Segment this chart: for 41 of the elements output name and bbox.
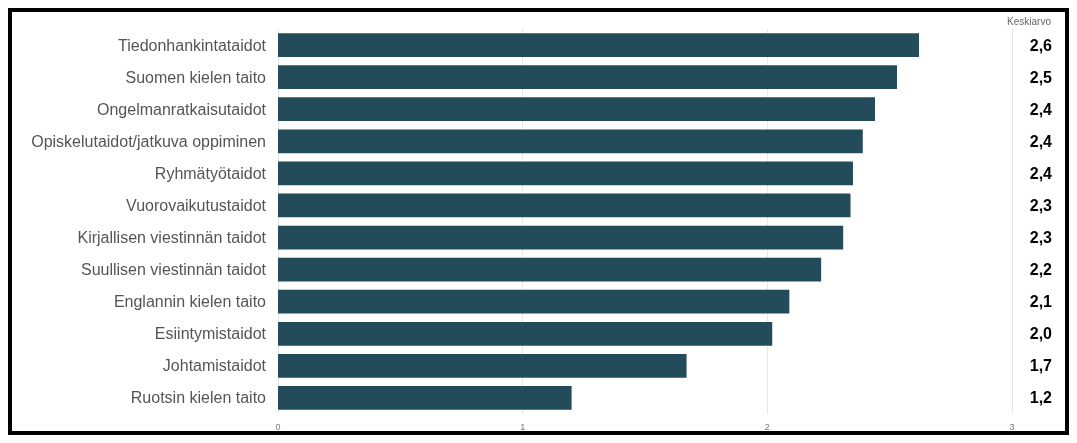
y-tick-label: Suullisen viestinnän taidot bbox=[80, 261, 267, 279]
bar bbox=[278, 161, 853, 186]
data-label: 2,6 bbox=[1029, 36, 1053, 54]
y-tick-label: Opiskelutaidot/jatkuva oppiminen bbox=[31, 132, 266, 150]
bar bbox=[278, 97, 875, 122]
y-tick-label: Tiedonhankintataidot bbox=[118, 36, 267, 54]
y-tick-label: Englannin kielen taito bbox=[113, 293, 267, 311]
data-label: 2,2 bbox=[1029, 261, 1053, 279]
data-label: 2,0 bbox=[1029, 325, 1053, 343]
x-tick-label: 1 bbox=[520, 421, 526, 432]
y-tick-label: Ongelmanratkaisutaidot bbox=[97, 100, 267, 118]
x-tick-label: 3 bbox=[1009, 421, 1015, 432]
bar bbox=[278, 225, 844, 250]
bar bbox=[278, 129, 863, 154]
y-tick-label: Esiintymistaidot bbox=[154, 325, 267, 343]
y-tick-label: Kirjallisen viestinnän taidot bbox=[77, 229, 267, 247]
data-label: 2,4 bbox=[1029, 164, 1053, 182]
bar bbox=[278, 354, 687, 378]
x-tick-label: 2 bbox=[764, 421, 770, 432]
data-label: 1,2 bbox=[1029, 389, 1053, 407]
y-tick-label: Suomen kielen taito bbox=[125, 68, 267, 86]
bar bbox=[278, 321, 773, 346]
data-label: 2,4 bbox=[1029, 132, 1053, 150]
bar bbox=[278, 257, 822, 282]
data-label: 2,3 bbox=[1029, 196, 1053, 214]
y-tick-label: Ruotsin kielen taito bbox=[130, 389, 267, 407]
bar bbox=[278, 386, 572, 410]
bar bbox=[278, 289, 790, 314]
bar bbox=[278, 65, 898, 89]
data-label: 1,7 bbox=[1029, 357, 1053, 375]
y-tick-label: Vuorovaikutustaidot bbox=[126, 196, 267, 214]
bar bbox=[278, 193, 851, 218]
bar bbox=[278, 33, 920, 57]
y-tick-label: Johtamistaidot bbox=[162, 357, 267, 375]
data-label: 2,3 bbox=[1029, 229, 1053, 247]
x-tick-label: 0 bbox=[275, 421, 281, 432]
data-label: 2,1 bbox=[1029, 293, 1053, 311]
data-label: 2,4 bbox=[1029, 100, 1053, 118]
text: Keskiarvo bbox=[1007, 15, 1052, 27]
data-label: 2,5 bbox=[1029, 68, 1053, 86]
y-tick-label: Ryhmätyötaidot bbox=[154, 164, 267, 182]
